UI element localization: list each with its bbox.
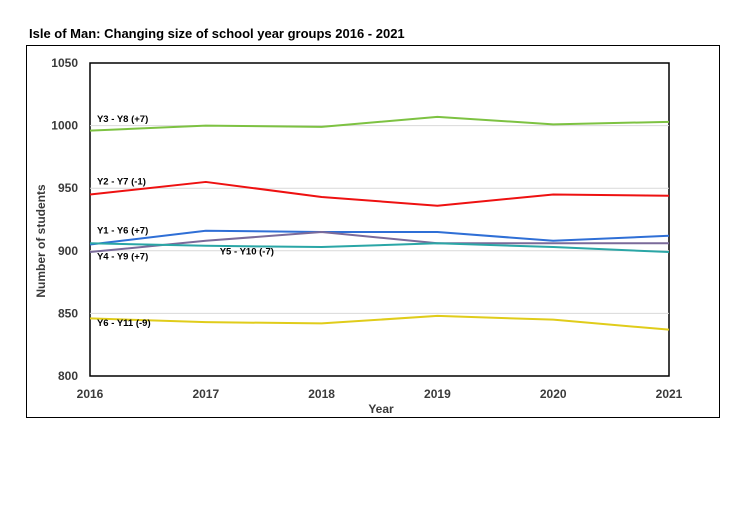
series-label: Y4 - Y9 (+7) [97,252,148,263]
series-line [89,180,670,207]
y-tick-label: 950 [58,181,78,195]
series-lines [89,115,670,331]
y-axis-title: Number of students [34,184,48,298]
y-tick-labels: 800 850 900 950 1000 1050 [51,56,78,383]
y-tick-label: 900 [58,244,78,258]
x-tick-label: 2019 [424,387,451,401]
x-tick-label: 2020 [540,387,567,401]
series-label: Y3 - Y8 (+7) [97,114,148,125]
y-tick-label: 850 [58,306,78,320]
x-axis-title: Year [368,402,394,416]
x-tick-label: 2018 [308,387,335,401]
series-label: Y2 - Y7 (-1) [97,176,146,187]
series-line [89,229,670,246]
series-label: Y1 - Y6 (+7) [97,225,148,236]
series-line [89,242,670,254]
gridlines [90,125,669,314]
series-line [89,115,670,132]
series-line [89,231,669,254]
x-tick-labels: 2016 2017 2018 2019 2020 2021 [77,387,683,401]
y-tick-label: 1000 [51,119,78,133]
series-label: Y5 - Y10 (-7) [220,247,274,258]
chart-title: Isle of Man: Changing size of school yea… [29,26,405,41]
x-tick-label: 2016 [77,387,104,401]
series-label: Y6 - Y11 (-9) [97,318,151,329]
series-line [89,314,670,331]
plot-area [89,62,670,377]
x-tick-label: 2017 [192,387,219,401]
y-tick-label: 800 [58,369,78,383]
series-labels: Y3 - Y8 (+7) Y2 - Y7 (-1) Y1 - Y6 (+7) Y4 -… [97,114,274,329]
x-tick-label: 2021 [656,387,683,401]
y-tick-label: 1050 [51,56,78,70]
chart-frame [26,45,720,418]
